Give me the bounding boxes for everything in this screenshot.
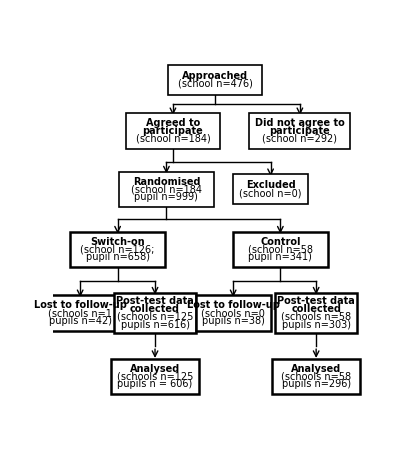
Text: pupils n=38): pupils n=38) — [202, 316, 265, 326]
Text: (schools n=58: (schools n=58 — [281, 312, 351, 322]
FancyBboxPatch shape — [249, 113, 350, 149]
Text: pupil n=658): pupil n=658) — [86, 252, 150, 262]
Text: Excluded: Excluded — [246, 180, 295, 190]
Text: Post-test data: Post-test data — [116, 297, 194, 307]
Text: collected: collected — [130, 304, 180, 314]
Text: Lost to follow-up: Lost to follow-up — [34, 300, 126, 310]
Text: Did not agree to: Did not agree to — [255, 118, 345, 129]
FancyBboxPatch shape — [233, 174, 308, 204]
Text: (schools n=58: (schools n=58 — [281, 372, 351, 382]
Text: (school n=0): (school n=0) — [239, 188, 302, 198]
FancyBboxPatch shape — [272, 359, 360, 394]
Text: (school n=476): (school n=476) — [178, 78, 253, 89]
Text: pupil n=999): pupil n=999) — [134, 192, 198, 202]
Text: Lost to follow-up: Lost to follow-up — [187, 300, 280, 310]
Text: Post-test data: Post-test data — [277, 297, 355, 307]
Text: pupils n=42): pupils n=42) — [49, 316, 112, 326]
Text: participate: participate — [270, 126, 330, 136]
Text: (school n=184): (school n=184) — [136, 134, 210, 144]
Text: pupils n=616): pupils n=616) — [121, 320, 189, 330]
Text: Agreed to: Agreed to — [146, 118, 200, 129]
Text: Analysed: Analysed — [130, 364, 180, 374]
Text: pupil n=341): pupil n=341) — [248, 252, 312, 262]
Text: (schools n=125: (schools n=125 — [117, 372, 193, 382]
Text: Randomised: Randomised — [133, 177, 200, 187]
Text: pupils n = 606): pupils n = 606) — [118, 380, 193, 390]
Text: pupils n=296): pupils n=296) — [281, 380, 351, 390]
Text: participate: participate — [142, 126, 203, 136]
Text: pupils n=303): pupils n=303) — [282, 320, 351, 330]
FancyBboxPatch shape — [71, 232, 165, 267]
Text: (school n=126;: (school n=126; — [80, 245, 155, 254]
Text: collected: collected — [291, 304, 341, 314]
FancyBboxPatch shape — [43, 296, 118, 331]
Text: Control: Control — [260, 237, 301, 246]
FancyBboxPatch shape — [276, 293, 357, 333]
Text: Analysed: Analysed — [291, 364, 341, 374]
Text: (schools n=125: (schools n=125 — [117, 312, 193, 322]
FancyBboxPatch shape — [119, 172, 214, 207]
FancyBboxPatch shape — [168, 65, 262, 95]
FancyBboxPatch shape — [233, 232, 328, 267]
FancyBboxPatch shape — [196, 296, 270, 331]
Text: (school n=184: (school n=184 — [131, 185, 202, 194]
FancyBboxPatch shape — [114, 293, 196, 333]
Text: (schools n=1: (schools n=1 — [48, 308, 112, 318]
Text: (school n=58: (school n=58 — [248, 245, 313, 254]
Text: Approached: Approached — [182, 71, 248, 81]
Text: (schools n=0: (schools n=0 — [201, 308, 265, 318]
Text: Switch-on: Switch-on — [90, 237, 145, 246]
FancyBboxPatch shape — [126, 113, 220, 149]
Text: (school n=292): (school n=292) — [262, 134, 337, 144]
FancyBboxPatch shape — [111, 359, 199, 394]
